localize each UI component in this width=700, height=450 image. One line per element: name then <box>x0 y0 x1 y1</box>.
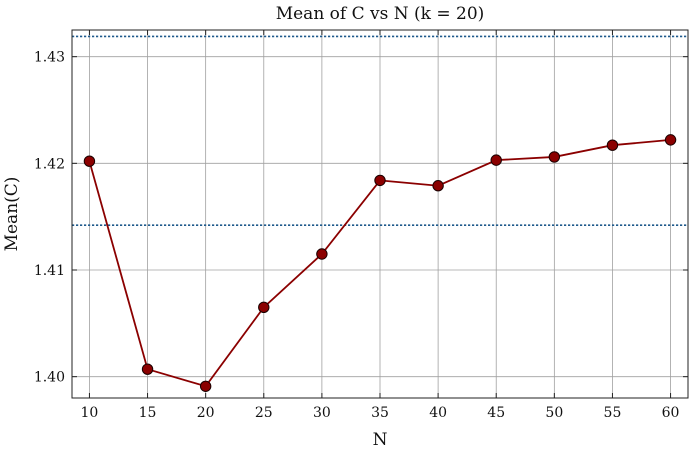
data-point <box>199 380 212 392</box>
x-tick-label: 10 <box>81 405 99 421</box>
data-point <box>606 139 619 151</box>
x-axis-label: N <box>373 430 388 450</box>
data-point <box>141 363 154 375</box>
y-axis-label: Mean(C) <box>2 177 22 252</box>
data-point <box>664 134 677 146</box>
x-tick-label: 40 <box>429 405 447 421</box>
x-tick-label: 20 <box>197 405 215 421</box>
grid-layer <box>72 30 688 398</box>
y-tick-label: 1.43 <box>34 50 65 66</box>
series-layer <box>83 134 677 392</box>
x-tick-label: 30 <box>313 405 331 421</box>
y-tick-label: 1.40 <box>34 370 65 386</box>
y-tick-label: 1.42 <box>34 156 65 172</box>
x-tick-label: 35 <box>371 405 389 421</box>
x-tick-label: 45 <box>487 405 505 421</box>
data-point <box>258 301 270 314</box>
data-point <box>374 174 386 187</box>
y-tick-label: 1.41 <box>34 263 65 279</box>
data-point <box>316 248 328 260</box>
x-tick-label: 25 <box>255 405 273 421</box>
data-point <box>432 180 444 192</box>
tick-layer: 10 15 20 25 30 35 40 45 50 55 60 1.40 1.41 1.42 1.43 <box>34 30 688 421</box>
data-point <box>490 154 502 166</box>
data-point <box>83 155 96 167</box>
data-point <box>548 151 561 163</box>
reference-lines <box>72 35 688 226</box>
chart-title: Mean of C vs N (k = 20) <box>276 4 485 24</box>
x-tick-label: 50 <box>545 405 563 421</box>
x-tick-label: 55 <box>604 405 622 421</box>
x-tick-label: 60 <box>662 405 680 421</box>
x-tick-label: 15 <box>139 405 157 421</box>
